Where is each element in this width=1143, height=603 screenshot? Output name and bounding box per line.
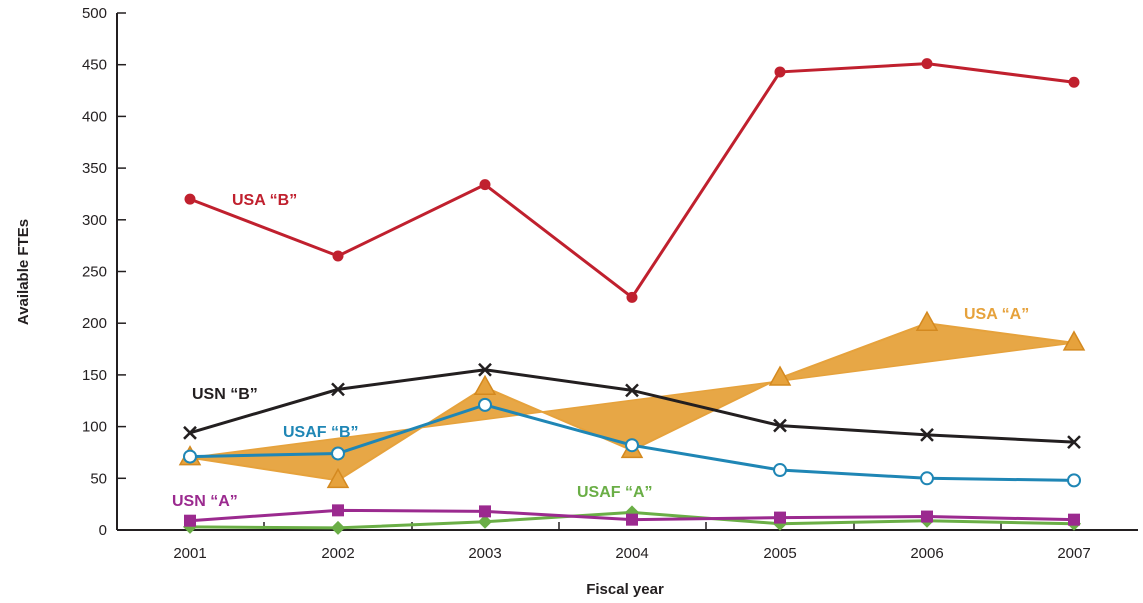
y-tick-label: 100 [82, 419, 107, 436]
data-point [773, 418, 787, 433]
y-tick-label: 150 [82, 367, 107, 384]
y-tick-label: 350 [82, 160, 107, 177]
usa-a-shaded-area [190, 323, 1074, 481]
series-3 [183, 397, 1081, 488]
series-labels: USA “B” USA “A” USN “B” USAF “B” USN “A” USAF… [172, 192, 1029, 510]
data-point [920, 471, 934, 486]
y-axis-title: Available FTEs [15, 219, 32, 325]
data-point [774, 66, 786, 78]
usa-a-baseline [189, 342, 1075, 459]
series-line [189, 62, 1075, 299]
series-label: USA “A” [964, 306, 1029, 323]
data-point [183, 425, 197, 440]
x-tick-label: 2007 [1057, 545, 1090, 562]
data-point [331, 446, 345, 461]
data-point [1067, 473, 1081, 488]
y-tick-label: 500 [82, 5, 107, 22]
data-point [1067, 435, 1081, 449]
series-4 [184, 504, 1080, 527]
data-point [479, 505, 491, 518]
data-point [331, 382, 345, 397]
data-point [768, 365, 792, 386]
usa-a-band [189, 323, 1075, 481]
data-point [1068, 513, 1080, 526]
x-tick-label: 2002 [321, 545, 354, 562]
data-point [921, 58, 933, 70]
y-tick-label: 50 [90, 470, 107, 487]
series-label: USAF “A” [577, 484, 653, 501]
series-label: USN “B” [192, 386, 258, 403]
data-point [331, 520, 345, 535]
data-point [626, 291, 638, 303]
data-point [183, 449, 197, 464]
data-point [1068, 76, 1080, 88]
data-point [478, 362, 492, 377]
series-label: USN “A” [172, 493, 238, 510]
data-point [478, 397, 492, 412]
data-point [773, 463, 787, 478]
data-point [626, 513, 638, 526]
axes: 0 50 100 150 200 250 300 350 400 450 500 2001 2002 20… [82, 5, 1138, 562]
data-point [920, 427, 934, 442]
data-point [1062, 330, 1086, 351]
y-tick-label: 200 [82, 315, 107, 332]
data-point [184, 514, 196, 527]
y-tick-label: 300 [82, 212, 107, 229]
x-tick-label: 2001 [173, 545, 206, 562]
x-tick-label: 2003 [468, 545, 501, 562]
data-point [478, 514, 492, 529]
y-tick-label: 450 [82, 57, 107, 74]
data-point [332, 504, 344, 517]
data-point [332, 250, 344, 262]
data-point [184, 193, 196, 205]
y-tick-label: 400 [82, 108, 107, 125]
series-2 [183, 362, 1081, 449]
data-point [625, 383, 639, 398]
x-axis-title: Fiscal year [586, 581, 664, 598]
series-0 [184, 58, 1080, 303]
series-layer [178, 58, 1086, 535]
x-tick-label: 2006 [910, 545, 943, 562]
series-label: USAF “B” [283, 424, 359, 441]
data-point [915, 310, 939, 331]
data-point [921, 510, 933, 523]
data-point [625, 438, 639, 453]
x-tick-label: 2004 [615, 545, 648, 562]
x-tick-label: 2005 [763, 545, 796, 562]
data-point [774, 511, 786, 524]
y-tick-label: 250 [82, 264, 107, 281]
data-point [473, 374, 497, 396]
data-point [479, 179, 491, 191]
series-label: USA “B” [232, 192, 297, 209]
y-tick-label: 0 [99, 522, 107, 539]
data-point [326, 467, 350, 489]
